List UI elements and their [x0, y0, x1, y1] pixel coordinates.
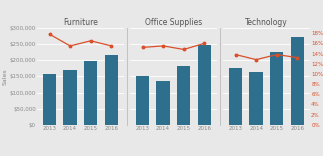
Title: Furniture: Furniture — [63, 18, 98, 27]
Bar — [291, 37, 304, 125]
Bar — [43, 74, 56, 125]
Y-axis label: Sales: Sales — [3, 68, 8, 85]
Title: Technology: Technology — [245, 18, 288, 27]
Bar — [198, 45, 211, 125]
Title: Office Supplies: Office Supplies — [145, 18, 202, 27]
Bar — [229, 68, 242, 125]
Bar — [105, 56, 118, 125]
Bar — [136, 76, 149, 125]
Bar — [84, 61, 98, 125]
Bar — [177, 66, 191, 125]
Bar — [156, 81, 170, 125]
Bar — [249, 72, 263, 125]
Bar — [63, 70, 77, 125]
Bar — [270, 52, 284, 125]
